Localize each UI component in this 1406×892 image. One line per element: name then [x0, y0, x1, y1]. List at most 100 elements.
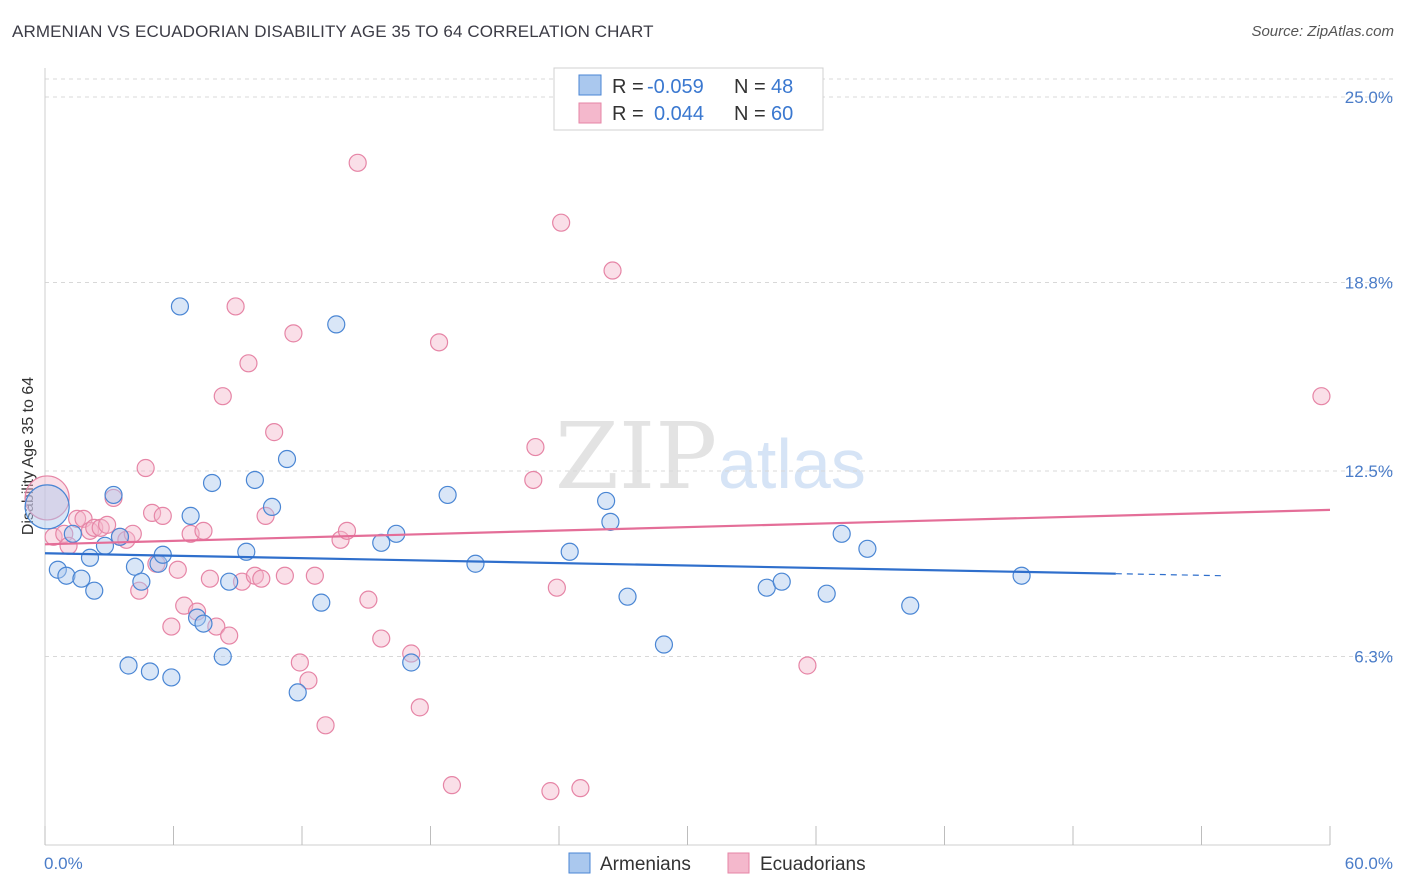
armenian-point	[170, 297, 190, 316]
ecuadorian-point	[372, 629, 391, 648]
ecuadorian-point	[547, 578, 566, 597]
armenian-point	[110, 527, 130, 546]
armenian-point	[438, 485, 457, 505]
ecuadorian-point	[265, 423, 284, 442]
source-label: Source: ZipAtlas.com	[1251, 23, 1394, 40]
legend-swatch-ecuadorians	[578, 102, 602, 124]
ecuadorian-point	[98, 515, 117, 534]
ecuadorian-point	[213, 387, 232, 406]
armenian-point	[63, 524, 82, 543]
watermark-atlas: atlas	[718, 425, 866, 503]
armenian-point	[832, 524, 851, 543]
armenian-point	[245, 470, 264, 490]
x-tick-label-min: 0.0%	[44, 854, 83, 873]
bottom-legend-label-ecuadorians: Ecuadorians	[760, 854, 866, 875]
armenian-point	[372, 533, 391, 552]
ecuadorian-point	[571, 779, 590, 798]
armenian-point	[288, 683, 307, 702]
armenian-point	[560, 542, 579, 561]
armenian-point	[466, 554, 485, 573]
legend: R = -0.059 N = 48 R = 0.044 N = 60	[553, 67, 824, 131]
armenian-point	[119, 656, 138, 675]
armenian-point	[817, 584, 836, 603]
ecuadorian-point	[162, 617, 181, 636]
ecuadorian-point	[275, 566, 294, 585]
ecuadorian-point	[220, 626, 239, 645]
armenian-point	[858, 539, 877, 558]
armenian-point	[402, 653, 421, 672]
ecuadorian-point	[226, 297, 245, 316]
bottom-legend-swatch-ecuadorians	[727, 852, 750, 874]
armenian-point	[327, 315, 346, 334]
armenian-point	[220, 572, 239, 591]
series-ecuadorians-points	[24, 153, 1331, 801]
legend-r-value-armenians: -0.059	[647, 76, 704, 98]
armenian-point	[654, 635, 674, 654]
ecuadorian-point	[410, 698, 429, 717]
armenian-point	[213, 647, 232, 666]
legend-swatch-armenians	[578, 74, 602, 96]
ecuadorian-point	[552, 213, 571, 232]
ecuadorian-point	[142, 503, 162, 522]
ecuadorian-point	[136, 458, 155, 478]
armenian-point	[312, 593, 331, 612]
armenian-point	[181, 506, 200, 525]
x-tick-marks	[44, 826, 1331, 845]
armenian-point	[277, 449, 297, 469]
armenian-point	[24, 484, 70, 530]
armenian-point	[1012, 566, 1031, 585]
x-tick-label-max: 60.0%	[1345, 854, 1393, 873]
legend-n-label-ecuadorians: N =	[734, 103, 766, 125]
ecuadorian-point	[24, 475, 70, 521]
y-tick-labels: 6.3% 12.5% 18.8% 25.0%	[1345, 88, 1393, 667]
armenian-point	[772, 572, 791, 591]
trend-line-ecuadorians	[44, 508, 1331, 546]
ecuadorian-point	[524, 470, 543, 490]
bottom-legend-label-armenians: Armenians	[600, 854, 691, 875]
armenian-point	[85, 581, 104, 600]
ecuadorian-point	[252, 569, 271, 588]
watermark-zip: ZIP	[555, 403, 717, 510]
ecuadorian-point	[194, 521, 213, 540]
armenian-point	[194, 614, 213, 633]
armenian-point	[162, 668, 181, 687]
ecuadorian-point	[200, 569, 220, 588]
armenian-point	[601, 512, 620, 531]
ecuadorian-point	[798, 656, 817, 675]
armenian-point	[597, 491, 616, 511]
y-tick-label: 18.8%	[1345, 274, 1393, 293]
ecuadorian-point	[168, 560, 187, 579]
trend-lines	[44, 508, 1331, 577]
ecuadorian-point	[526, 437, 545, 457]
trend-line-armenians	[44, 552, 1116, 575]
ecuadorian-point	[348, 153, 367, 172]
ecuadorian-point	[603, 261, 622, 280]
ecuadorian-point	[359, 590, 378, 609]
ecuadorian-point	[541, 782, 560, 801]
ecuadorian-point	[1312, 387, 1331, 406]
legend-n-label-armenians: N =	[734, 76, 766, 98]
trend-line-armenians-extension	[1115, 573, 1223, 577]
ecuadorian-point	[305, 566, 324, 585]
armenian-point	[140, 662, 160, 681]
bottom-legend-swatch-armenians	[568, 852, 591, 874]
y-tick-label: 12.5%	[1345, 462, 1393, 481]
series-armenians-points	[24, 297, 1031, 702]
legend-r-label-ecuadorians: R =	[612, 103, 644, 125]
armenian-point	[72, 569, 91, 588]
y-tick-label: 6.3%	[1354, 648, 1393, 667]
ecuadorian-point	[153, 506, 172, 525]
armenian-point	[202, 473, 222, 493]
armenian-point	[262, 497, 282, 517]
ecuadorian-point	[429, 333, 449, 352]
legend-r-value-ecuadorians: 0.044	[654, 103, 704, 125]
armenian-point	[132, 572, 151, 591]
ecuadorian-point	[68, 509, 87, 528]
armenian-point	[95, 536, 115, 555]
armenian-point	[618, 587, 637, 606]
armenian-point	[104, 485, 123, 505]
ecuadorian-point	[284, 324, 303, 343]
ecuadorian-point	[299, 671, 318, 690]
armenian-point	[57, 566, 76, 585]
